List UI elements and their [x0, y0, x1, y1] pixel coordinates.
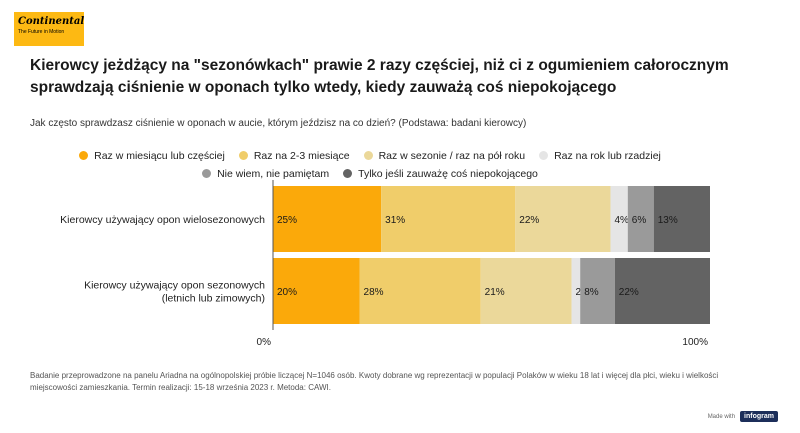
logo-brand: Continental [18, 16, 85, 27]
legend-item[interactable]: Raz na rok lub rzadziej [539, 148, 661, 163]
category-label: (letnich lub zimowych) [162, 293, 265, 305]
legend-item[interactable]: Raz w miesiącu lub częściej [79, 148, 225, 163]
bar-segment [359, 258, 481, 324]
data-label: 20% [277, 287, 297, 298]
chart-title: Kierowcy jeżdżący na "sezonówkach" prawi… [30, 57, 729, 96]
made-with-label: Made with [707, 413, 736, 420]
logo-tagline: The Future in Motion [18, 29, 65, 35]
category-label: Kierowcy używający opon sezonowych [84, 280, 265, 292]
bar-segment [480, 258, 572, 324]
data-label: 28% [364, 287, 384, 298]
bar-segment [381, 186, 516, 252]
data-label: 31% [385, 215, 405, 226]
data-label: 22% [519, 215, 539, 226]
legend-label: Nie wiem, nie pamiętam [217, 167, 330, 180]
data-label: 8% [584, 287, 599, 298]
legend-swatch [202, 169, 212, 178]
x-tick-label: 100% [682, 337, 708, 348]
legend-item[interactable]: Tylko jeśli zauważę coś niepokojącego [343, 166, 538, 181]
legend-item[interactable]: Nie wiem, nie pamiętam [202, 166, 329, 181]
data-label: 4% [614, 215, 629, 226]
data-label: 22% [619, 287, 639, 298]
infogram-logo: infogram [740, 411, 778, 422]
bar-segment [273, 186, 382, 252]
bar-segment [580, 258, 615, 324]
legend-label: Raz na 2-3 miesiące [253, 149, 350, 162]
data-label: 6% [632, 215, 647, 226]
footnote: Badanie przeprowadzone na panelu Ariadna… [30, 371, 719, 392]
bar-segment [515, 186, 611, 252]
data-label: 13% [658, 215, 678, 226]
x-tick-label: 0% [257, 337, 272, 348]
bar-segment [610, 186, 628, 252]
legend-swatch [238, 151, 248, 160]
legend-label: Raz w sezonie / raz na pół roku [378, 149, 526, 162]
bar-segment [571, 258, 581, 324]
category-label: Kierowcy używający opon wielosezonowych [60, 214, 265, 226]
made-with-badge[interactable]: Made with infogram [708, 411, 778, 422]
legend-label: Raz w miesiącu lub częściej [94, 149, 225, 162]
bar-segment [653, 186, 710, 252]
data-label: 25% [277, 215, 297, 226]
legend-item[interactable]: Raz w sezonie / raz na pół roku [363, 148, 526, 163]
bar-segment [273, 258, 360, 324]
legend-label: Tylko jeśli zauważę coś niepokojącego [358, 167, 538, 180]
legend-swatch [363, 151, 373, 160]
legend-swatch [79, 151, 89, 160]
continental-logo: Continental The Future in Motion [14, 12, 84, 46]
legend-item[interactable]: Raz na 2-3 miesiące [238, 148, 350, 163]
bar-segment [614, 258, 710, 324]
chart-subtitle: Jak często sprawdzasz ciśnienie w oponac… [30, 118, 527, 129]
legend: Raz w miesiącu lub częściej Raz na 2-3 mi… [40, 148, 700, 181]
legend-swatch [343, 169, 353, 178]
legend-label: Raz na rok lub rzadziej [554, 149, 661, 162]
data-label: 21% [485, 287, 505, 298]
legend-swatch [539, 151, 549, 160]
stacked-bar-chart: 25% 31% 22% 4% 6% 13% Kierowcy używający opon … [60, 180, 710, 348]
bar-segment [627, 186, 654, 252]
